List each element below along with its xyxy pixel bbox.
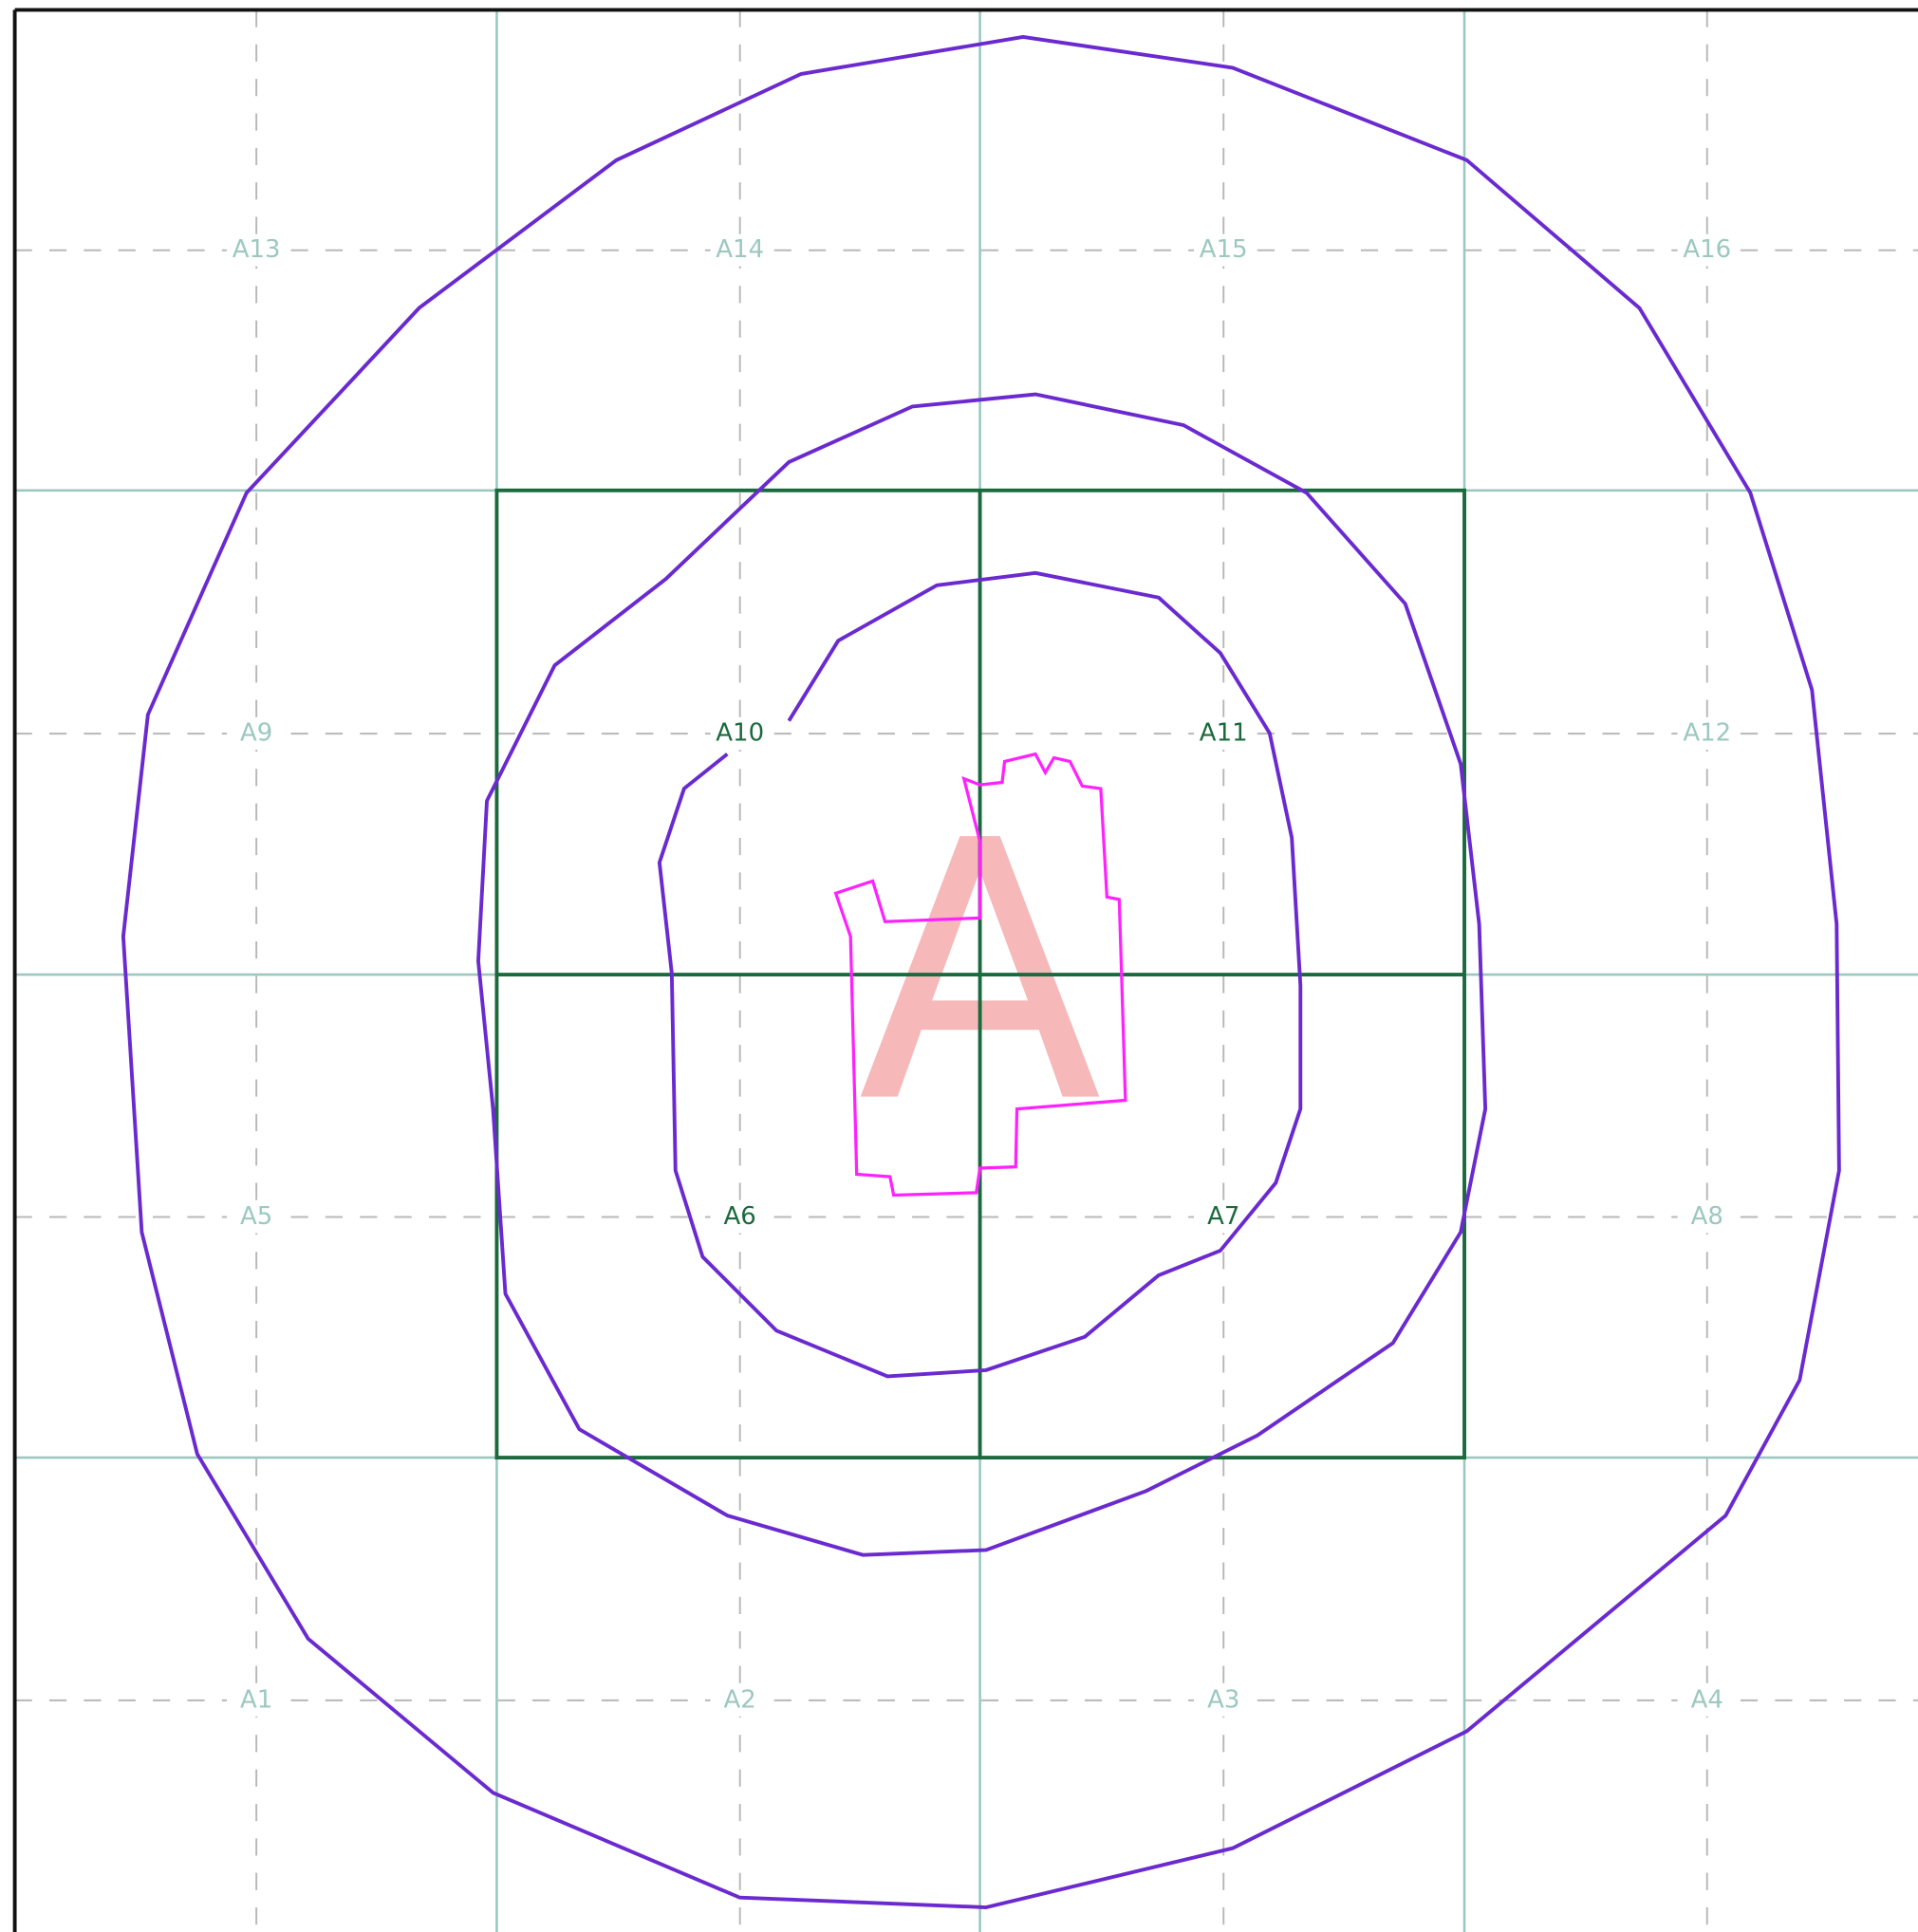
cell-label: A12 bbox=[1683, 719, 1731, 748]
cell-label: A15 bbox=[1200, 235, 1248, 264]
label-backdrop bbox=[1194, 1684, 1254, 1717]
contour-middle bbox=[476, 392, 1488, 1557]
cell-labels: A1 A2 A3 A4 A5 A6 A7 A8 A9 A10 A11 A12 A13 A14 A15 A16 bbox=[226, 233, 1737, 1717]
site-boundary bbox=[833, 752, 1127, 1198]
cell-label: A10 bbox=[716, 719, 764, 748]
frame bbox=[12, 8, 1918, 1932]
cell-label: A1 bbox=[240, 1685, 272, 1714]
cell-label: A16 bbox=[1683, 235, 1731, 264]
cell-label: A11 bbox=[1200, 719, 1248, 748]
cell-label: A7 bbox=[1207, 1202, 1239, 1231]
dashed-grid bbox=[14, 9, 1918, 1932]
cell-label: A2 bbox=[724, 1685, 756, 1714]
cell-label: A5 bbox=[240, 1202, 272, 1231]
label-backdrop bbox=[226, 1684, 287, 1717]
cell-label: A13 bbox=[233, 235, 281, 264]
label-backdrop bbox=[1677, 717, 1737, 750]
label-backdrop bbox=[1677, 233, 1737, 267]
label-backdrop bbox=[1194, 233, 1254, 267]
cell-label: A6 bbox=[724, 1202, 756, 1231]
inner-square bbox=[494, 488, 1466, 1460]
label-backdrop bbox=[1677, 1684, 1737, 1717]
contour-inner bbox=[657, 570, 1303, 1379]
label-backdrop bbox=[1194, 1200, 1254, 1234]
label-backdrop bbox=[710, 233, 770, 267]
contours bbox=[121, 35, 1841, 1909]
cell-label: A3 bbox=[1207, 1685, 1239, 1714]
label-backdrop bbox=[1677, 1200, 1737, 1234]
contour-outer bbox=[121, 35, 1841, 1909]
label-backdrop bbox=[226, 233, 287, 267]
label-backdrop bbox=[226, 717, 287, 750]
label-backdrop bbox=[1194, 717, 1254, 750]
label-backdrop bbox=[226, 1200, 287, 1234]
cell-label: A8 bbox=[1691, 1202, 1723, 1231]
cell-label: A9 bbox=[240, 719, 272, 748]
label-backdrop bbox=[710, 1200, 770, 1234]
cell-label: A14 bbox=[716, 235, 764, 264]
label-backdrop bbox=[710, 717, 770, 750]
cell-label: A4 bbox=[1691, 1685, 1723, 1714]
label-backdrop bbox=[710, 1684, 770, 1717]
